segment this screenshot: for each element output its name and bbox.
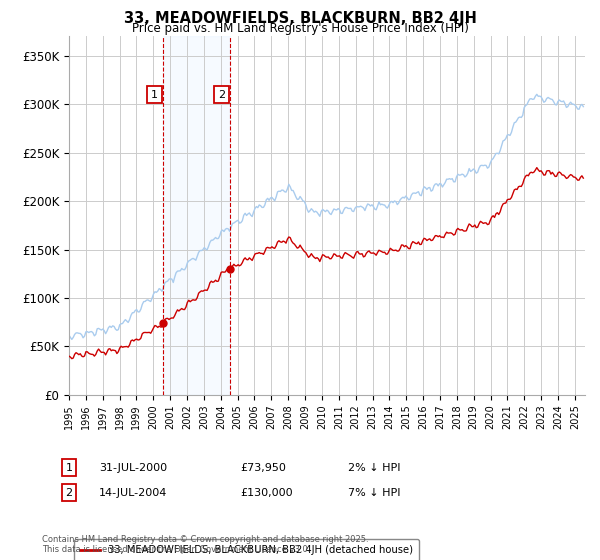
- Text: 33, MEADOWFIELDS, BLACKBURN, BB2 4JH: 33, MEADOWFIELDS, BLACKBURN, BB2 4JH: [124, 11, 476, 26]
- Text: Price paid vs. HM Land Registry's House Price Index (HPI): Price paid vs. HM Land Registry's House …: [131, 22, 469, 35]
- Text: 14-JUL-2004: 14-JUL-2004: [99, 488, 167, 498]
- Text: £130,000: £130,000: [240, 488, 293, 498]
- Text: Contains HM Land Registry data © Crown copyright and database right 2025.
This d: Contains HM Land Registry data © Crown c…: [42, 535, 368, 554]
- Text: 1: 1: [65, 463, 73, 473]
- Text: £73,950: £73,950: [240, 463, 286, 473]
- Legend: 33, MEADOWFIELDS, BLACKBURN, BB2 4JH (detached house), HPI: Average price, detac: 33, MEADOWFIELDS, BLACKBURN, BB2 4JH (de…: [74, 539, 419, 560]
- Text: 2% ↓ HPI: 2% ↓ HPI: [348, 463, 401, 473]
- Bar: [163, 36, 230, 395]
- Text: 31-JUL-2000: 31-JUL-2000: [99, 463, 167, 473]
- Text: 7% ↓ HPI: 7% ↓ HPI: [348, 488, 401, 498]
- Text: 2: 2: [65, 488, 73, 498]
- Text: 2: 2: [218, 90, 225, 100]
- Text: 1: 1: [151, 90, 158, 100]
